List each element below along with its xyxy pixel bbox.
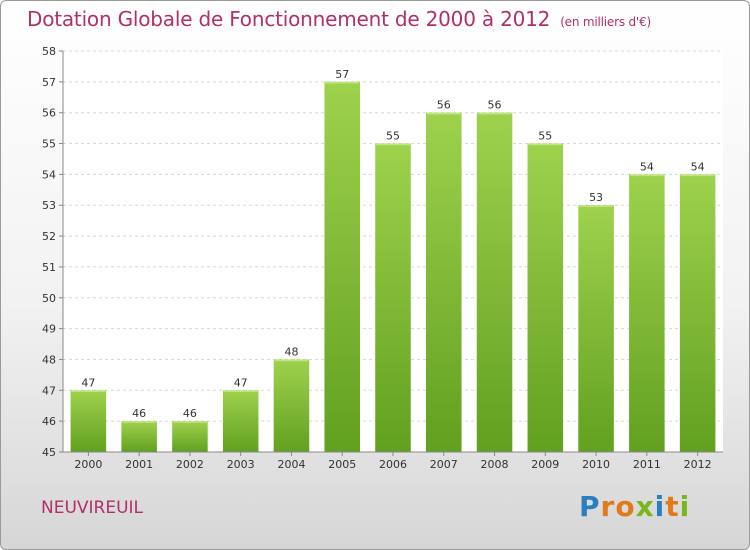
data-label: 48 — [284, 345, 298, 358]
y-tick-label: 49 — [42, 323, 56, 336]
y-tick-label: 55 — [42, 138, 56, 151]
logo-letter: o — [615, 490, 636, 523]
x-tick-label: 2010 — [582, 458, 610, 471]
logo-letter: r — [600, 490, 616, 523]
y-tick-label: 50 — [42, 292, 56, 305]
logo-letter: x — [635, 490, 655, 523]
commune-name: NEUVIREUIL — [41, 498, 144, 518]
data-label: 55 — [386, 130, 400, 143]
x-tick-label: 2001 — [125, 458, 153, 471]
x-tick-label: 2002 — [176, 458, 204, 471]
x-tick-label: 2003 — [227, 458, 255, 471]
bar — [70, 390, 107, 452]
y-tick-label: 58 — [42, 45, 56, 58]
logo-letter: i — [654, 490, 666, 523]
y-tick-label: 51 — [42, 261, 56, 274]
data-label: 55 — [538, 130, 552, 143]
y-tick-label: 54 — [42, 168, 56, 181]
data-label: 47 — [234, 376, 248, 389]
x-tick-label: 2008 — [481, 458, 509, 471]
bar — [679, 174, 716, 452]
bars-group: 47 46 46 47 48 57 55 56 56 55 53 54 54 — [70, 68, 716, 453]
y-tick-label: 46 — [42, 415, 56, 428]
bar — [121, 421, 157, 452]
axes-group: 45 46 47 48 49 50 51 52 53 54 55 56 57 58 2000 2001 2002… — [42, 45, 723, 471]
data-label: 56 — [437, 99, 451, 112]
bar — [222, 390, 259, 452]
data-label: 54 — [640, 160, 654, 173]
bar — [172, 421, 208, 452]
data-label: 47 — [81, 376, 95, 389]
bar — [273, 359, 310, 452]
x-tick-label: 2012 — [684, 458, 712, 471]
data-label: 56 — [488, 99, 502, 112]
bar — [375, 143, 411, 453]
data-label: 46 — [183, 407, 197, 420]
data-label: 53 — [589, 191, 603, 204]
x-tick-label: 2009 — [531, 458, 559, 471]
y-tick-label: 45 — [42, 446, 56, 459]
bar — [476, 112, 513, 452]
logo-letter: P — [579, 490, 601, 523]
bar — [527, 143, 564, 453]
x-tick-label: 2006 — [379, 458, 407, 471]
x-tick-label: 2000 — [74, 458, 102, 471]
bar — [578, 205, 614, 452]
y-tick-label: 48 — [42, 353, 56, 366]
logo-letter: i — [679, 490, 691, 523]
y-tick-label: 53 — [42, 199, 56, 212]
x-tick-label: 2011 — [633, 458, 661, 471]
y-tick-label: 47 — [42, 384, 56, 397]
bar — [324, 81, 360, 452]
bar — [426, 112, 462, 452]
chart-subtitle: (en milliers d'€) — [560, 15, 651, 29]
y-tick-label: 57 — [42, 76, 56, 89]
chart-title: Dotation Globale de Fonctionnement de 20… — [27, 7, 651, 31]
title-text: Dotation Globale de Fonctionnement de 20… — [27, 7, 551, 31]
bar — [629, 174, 665, 452]
data-label: 54 — [691, 160, 705, 173]
logo-letter: t — [665, 490, 680, 523]
x-tick-label: 2004 — [277, 458, 305, 471]
data-label: 46 — [132, 407, 146, 420]
proxiti-logo: Proxiti — [579, 490, 690, 523]
data-label: 57 — [335, 68, 349, 81]
y-tick-label: 52 — [42, 230, 56, 243]
y-tick-label: 56 — [42, 107, 56, 120]
x-tick-label: 2007 — [430, 458, 458, 471]
x-tick-label: 2005 — [328, 458, 356, 471]
